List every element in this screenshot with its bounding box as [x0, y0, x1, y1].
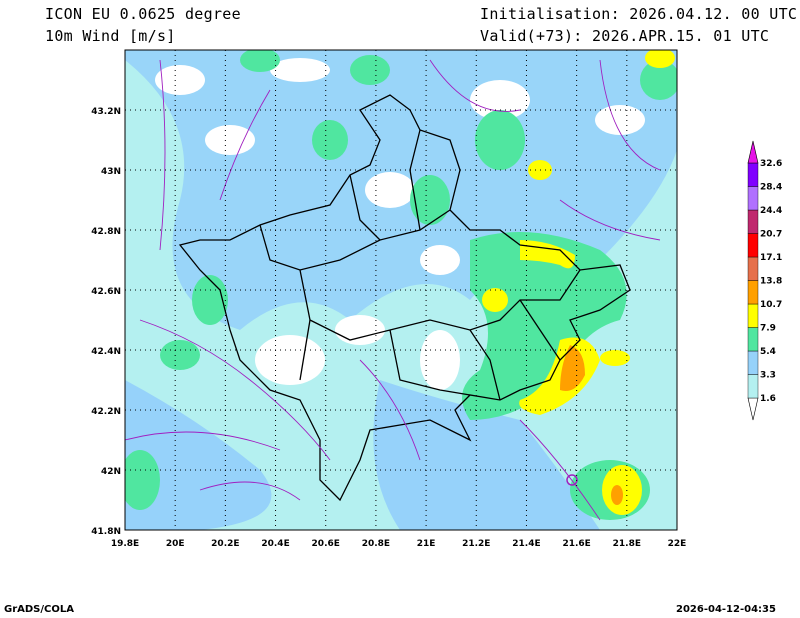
- colorbar-label: 1.6: [760, 394, 776, 404]
- colorbar-label: 3.3: [760, 371, 776, 381]
- colorbar-segment: [747, 233, 759, 258]
- colorbar-segment: [747, 162, 759, 187]
- lon-tick-label: 20.2E: [211, 539, 239, 549]
- valid-time: Valid(+73): 2026.APR.15. 01 UTC: [480, 27, 770, 45]
- colorbar-segment: [747, 256, 759, 281]
- lon-tick-label: 20.8E: [362, 539, 390, 549]
- colorbar-segment: [747, 374, 759, 399]
- lat-tick-label: 42.6N: [91, 287, 121, 297]
- colorbar-segment: [747, 303, 759, 328]
- colorbar: 1.6 3.3 5.4 7.9 10.7 13.8 17.1 20.7 24.4 28.4 32.6: [747, 140, 782, 421]
- colorbar-segment: [747, 280, 759, 305]
- colorbar-label: 17.1: [760, 253, 782, 263]
- colorbar-label: 7.9: [760, 324, 776, 334]
- lon-tick-label: 21.8E: [613, 539, 641, 549]
- grid-lines: [125, 50, 677, 530]
- colorbar-segment: [747, 327, 759, 352]
- lon-tick-label: 22E: [668, 539, 687, 549]
- lon-tick-label: 21.2E: [462, 539, 490, 549]
- colorbar-segment: [747, 186, 759, 211]
- lon-tick-label: 21E: [417, 539, 436, 549]
- wind-field: [125, 50, 677, 530]
- colorbar-label: 20.7: [760, 230, 782, 240]
- colorbar-label: 24.4: [760, 206, 782, 216]
- streamlines: [125, 59, 661, 521]
- lat-tick-label: 42.4N: [91, 347, 121, 357]
- lon-tick-label: 21.6E: [562, 539, 590, 549]
- lon-tick-label: 19.8E: [111, 539, 139, 549]
- axis-ticks: 19.8E 20E 20.2E 20.4E 20.6E 20.8E 21E 21.2E 21.4…: [91, 107, 686, 549]
- lat-tick-label: 43N: [101, 167, 121, 177]
- lon-tick-label: 20E: [166, 539, 185, 549]
- footer-right: 2026-04-12-04:35: [676, 604, 776, 615]
- lat-tick-label: 42.2N: [91, 407, 121, 417]
- lat-tick-label: 42.8N: [91, 227, 121, 237]
- colorbar-lower-arrow: [747, 397, 759, 421]
- colorbar-label: 5.4: [760, 347, 776, 357]
- init-time: Initialisation: 2026.04.12. 00 UTC: [480, 5, 798, 23]
- variable-title: 10m Wind [m/s]: [45, 27, 176, 45]
- colorbar-label: 10.7: [760, 300, 782, 310]
- lon-tick-label: 20.4E: [261, 539, 289, 549]
- colorbar-label: 13.8: [760, 277, 782, 287]
- lat-tick-label: 41.8N: [91, 527, 121, 537]
- map-frame: [124, 49, 678, 531]
- colorbar-label: 32.6: [760, 159, 782, 169]
- footer-left: GrADS/COLA: [4, 604, 74, 615]
- lat-tick-label: 42N: [101, 467, 121, 477]
- model-title: ICON EU 0.0625 degree: [45, 5, 241, 23]
- lon-tick-label: 20.6E: [312, 539, 340, 549]
- lon-tick-label: 21.4E: [512, 539, 540, 549]
- colorbar-label: 28.4: [760, 183, 782, 193]
- colorbar-upper-arrow: [747, 140, 759, 164]
- colorbar-segment: [747, 350, 759, 375]
- lat-tick-label: 43.2N: [91, 107, 121, 117]
- colorbar-segment: [747, 209, 759, 234]
